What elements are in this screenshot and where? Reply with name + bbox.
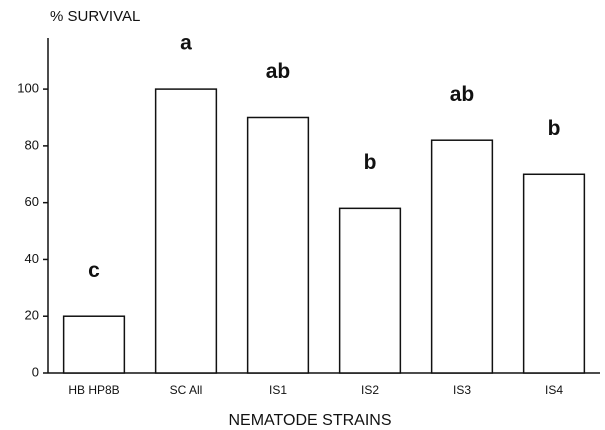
x-tick-label: HB HP8B xyxy=(68,383,119,397)
bar xyxy=(522,173,586,374)
bar xyxy=(338,207,402,374)
significance-letter: a xyxy=(180,32,192,55)
x-tick-label: IS1 xyxy=(269,383,287,397)
significance-letter: c xyxy=(88,259,100,282)
significance-letter: b xyxy=(548,117,561,140)
y-tick-label: 60 xyxy=(25,194,39,209)
y-tick-label: 0 xyxy=(32,364,39,379)
significance-letter: ab xyxy=(266,60,291,83)
y-tick-label: 80 xyxy=(25,137,39,152)
x-tick-label: IS2 xyxy=(361,383,379,397)
x-tick-label: IS4 xyxy=(545,383,563,397)
x-tick-label: IS3 xyxy=(453,383,471,397)
y-tick-label: 100 xyxy=(17,81,39,96)
bar xyxy=(246,116,310,374)
y-tick-label: 40 xyxy=(25,251,39,266)
y-tick-label: 20 xyxy=(25,308,39,323)
bar xyxy=(154,88,218,374)
bar xyxy=(62,315,126,374)
bar xyxy=(430,139,494,374)
y-axis-label: % SURVIVAL xyxy=(50,8,140,25)
x-axis-label: NEMATODE STRAINS xyxy=(229,412,392,429)
significance-letter: b xyxy=(364,151,377,174)
significance-letter: ab xyxy=(450,83,475,106)
x-tick-label: SC All xyxy=(170,383,203,397)
